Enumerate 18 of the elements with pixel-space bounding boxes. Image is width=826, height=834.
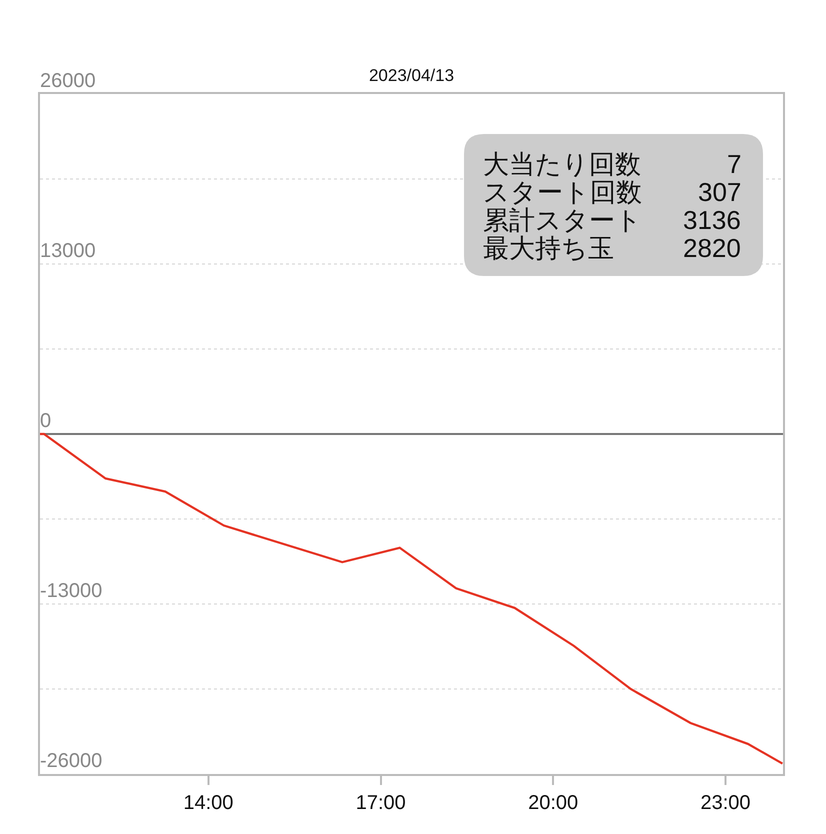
annotation: 307 <box>698 177 742 207</box>
annotation: 7 <box>727 149 742 179</box>
annotation: 大当たり回数 <box>483 149 641 179</box>
y-tick-label: 0 <box>40 410 52 432</box>
y-tick-label: -26000 <box>40 750 102 772</box>
annotation: 2820 <box>683 233 741 263</box>
annotation: 最大持ち玉 <box>483 233 614 263</box>
y-tick-label: 13000 <box>40 240 96 262</box>
x-tick-label: 14:00 <box>183 792 234 814</box>
annotation: スタート回数 <box>483 177 642 207</box>
y-tick-label: 26000 <box>40 70 96 92</box>
annotation: 累計スタート <box>483 205 642 235</box>
x-tick-label: 23:00 <box>700 792 751 814</box>
x-tick-label: 17:00 <box>356 792 406 814</box>
x-tick-label: 20:00 <box>528 792 578 814</box>
annotation: 3136 <box>683 205 741 235</box>
y-tick-label: -13000 <box>40 580 102 602</box>
chart-title: 2023/04/13 <box>368 66 454 85</box>
